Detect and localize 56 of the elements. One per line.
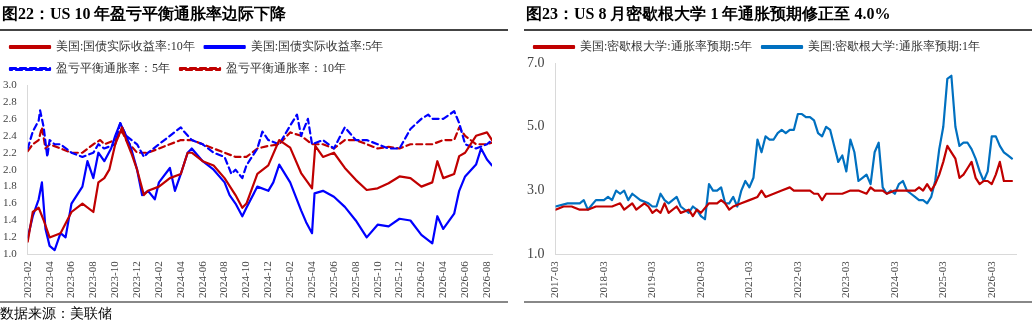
x-tick-label: 2023-04 [42,260,55,299]
y-tick-label: 1.0 [527,246,545,262]
x-tick-label: 2024-02 [151,261,164,299]
x-tick-label: 2026-06 [458,260,470,299]
x-tick-label: 2024-08 [217,260,230,299]
x-tick-label: 2023-10 [108,260,121,299]
x-tick-label: 2025-03 [936,260,949,299]
x-tick-label: 2025-12 [392,261,405,299]
x-tick-label: 2026-04 [436,260,449,299]
x-tick-label: 2026-02 [414,261,427,299]
y-tick-label: 2.2 [3,145,17,158]
x-tick-label: 2024-04 [173,260,186,299]
y-tick-label: 1.0 [3,247,18,260]
y-tick-label: 2.8 [3,94,18,107]
x-tick-label: 2018-03 [596,260,609,299]
x-tick-label: 2022-03 [790,260,803,299]
source-note: 数据来源：美联储 [0,306,112,321]
chart-title: 图23：US 8 月密歇根大学 1 年通胀预期修正至 4.0% [524,0,1032,31]
x-tick-label: 2019-03 [645,260,658,299]
x-tick-label: 2024-12 [261,261,274,299]
y-tick-label: 2.0 [3,162,18,175]
x-tick-label: 2024-10 [239,260,252,299]
x-tick-label: 2025-10 [370,260,383,299]
y-tick-label: 1.6 [3,196,18,209]
legend-label: 美国:国债实际收益率:5年 [250,39,384,54]
legend-label: 美国:国债实际收益率:10年 [56,39,195,54]
y-tick-label: 2.4 [3,128,18,141]
legend-label: 盈亏平衡通胀率：10年 [226,61,346,76]
x-tick-label: 2021-03 [742,260,755,299]
y-tick-label: 1.4 [3,213,18,226]
x-tick-label: 2024-03 [887,260,900,299]
x-tick-label: 2026-08 [479,260,492,299]
y-tick-label: 7.0 [527,54,545,70]
x-tick-label: 2025-06 [326,260,339,299]
x-tick-label: 2023-06 [64,260,77,299]
y-tick-label: 5.0 [527,118,545,134]
y-tick-label: 1.2 [3,230,17,243]
x-tick-label: 2023-03 [839,260,852,299]
x-tick-label: 2023-12 [129,261,142,299]
legend-label: 盈亏平衡通胀率：5年 [56,61,170,76]
x-tick-label: 2025-08 [348,260,361,299]
x-tick-label: 2023-08 [86,260,99,299]
x-tick-label: 2020-03 [693,260,706,299]
y-tick-label: 2.6 [3,111,18,124]
legend-label: 美国:密歇根大学:通胀率预期:1年 [808,39,981,54]
x-tick-label: 2025-04 [304,260,317,299]
x-tick-label: 2023-02 [20,261,33,299]
x-tick-label: 2026-03 [984,260,997,299]
x-tick-label: 2024-06 [195,260,208,299]
chart-title: 图22：US 10 年盈亏平衡通胀率边际下降 [0,0,508,31]
y-tick-label: 1.8 [3,179,18,192]
x-tick-label: 2025-02 [283,261,296,299]
legend-label: 美国:密歇根大学:通胀率预期:5年 [580,39,753,54]
x-tick-label: 2017-03 [548,260,561,299]
y-tick-label: 3.0 [3,77,18,90]
y-tick-label: 3.0 [527,182,545,198]
